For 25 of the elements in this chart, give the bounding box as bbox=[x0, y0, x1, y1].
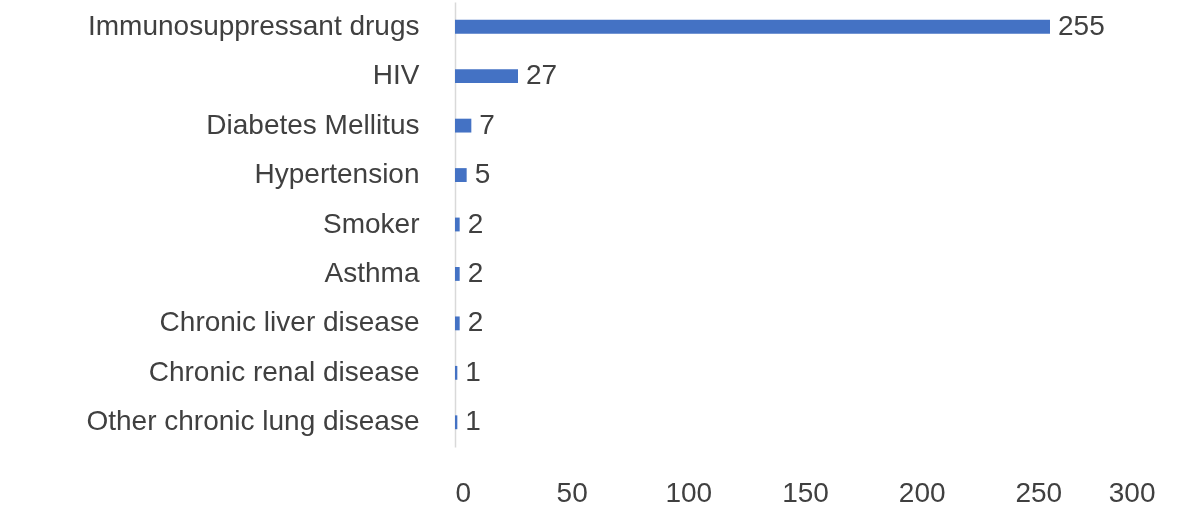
y-tick-label: Asthma bbox=[324, 256, 420, 288]
x-tick-label: 50 bbox=[556, 476, 588, 508]
data-label: 7 bbox=[479, 108, 495, 140]
y-tick-label: Immunosuppressant drugs bbox=[87, 9, 420, 41]
x-tick-label: 0 bbox=[455, 476, 472, 508]
y-tick-label: Other chronic lung disease bbox=[86, 405, 420, 437]
x-tick-label: 150 bbox=[782, 476, 829, 508]
data-label: 5 bbox=[474, 158, 491, 190]
data-label: 2 bbox=[467, 256, 484, 288]
y-tick-label: Diabetes Mellitus bbox=[206, 108, 420, 140]
x-tick-label: 200 bbox=[898, 476, 946, 508]
x-tick-label: 100 bbox=[665, 476, 713, 508]
data-label: 255 bbox=[1058, 9, 1105, 41]
x-tick-label: 250 bbox=[1015, 476, 1063, 508]
y-tick-label: HIV bbox=[372, 59, 420, 91]
data-label: 2 bbox=[467, 207, 484, 239]
y-tick-label: Chronic liver disease bbox=[159, 306, 420, 338]
y-tick-label: Smoker bbox=[323, 207, 420, 239]
data-label: 1 bbox=[465, 355, 481, 387]
y-tick-label: Chronic renal disease bbox=[148, 355, 420, 387]
data-label: 1 bbox=[465, 405, 481, 437]
y-tick-label: Hypertension bbox=[254, 158, 420, 190]
data-label: 2 bbox=[467, 306, 484, 338]
data-label: 27 bbox=[526, 59, 558, 91]
x-tick-label: 300 bbox=[1108, 476, 1156, 508]
